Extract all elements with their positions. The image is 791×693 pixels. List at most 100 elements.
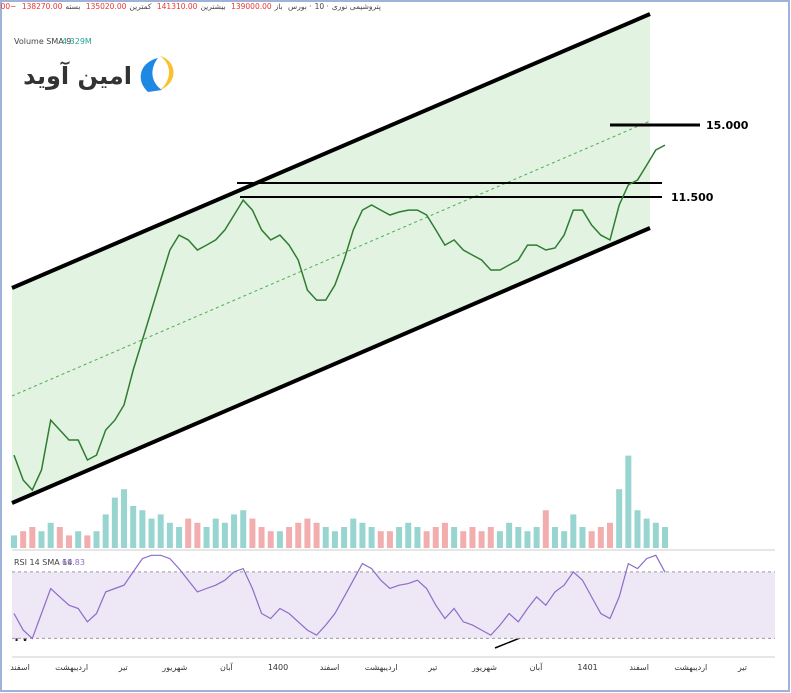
volume-bar: [240, 510, 247, 548]
volume-bar: [11, 535, 17, 548]
close-label: بسته: [65, 2, 81, 11]
logo: امین آوید: [23, 56, 174, 92]
volume-bar: [432, 527, 439, 548]
time-label: آبان: [220, 662, 234, 672]
level-label: 11.500: [671, 191, 714, 204]
low-label: کمترین: [129, 2, 152, 11]
exchange: بورس: [288, 2, 307, 11]
volume-bar: [634, 510, 641, 548]
time-label: اردیبهشت: [55, 663, 88, 672]
time-label: آبان: [530, 662, 544, 672]
rsi-line: [13, 554, 666, 640]
volume-bar: [643, 518, 650, 548]
volume-bar: [20, 531, 27, 548]
volume-bar: [496, 531, 503, 548]
time-label: اردیبهشت: [365, 663, 398, 672]
volume-bar: [29, 527, 36, 548]
volume-bar: [386, 531, 393, 548]
time-label: 1400: [268, 663, 288, 672]
volume-bar: [542, 510, 549, 548]
rsi-value: 69.83: [62, 558, 85, 567]
time-label: تیر: [118, 663, 128, 672]
channel-fill: [12, 14, 650, 503]
open-label: باز: [274, 2, 283, 11]
volume-bar: [579, 527, 586, 548]
time-label: تیر: [737, 663, 747, 672]
header: پتروشیمی نوری· 10· بورس باز139000.00 بیش…: [0, 2, 381, 11]
volume-bar: [359, 522, 366, 548]
logo-text: امین آوید: [23, 61, 132, 90]
volume-bar: [111, 497, 118, 548]
volume-bar: [203, 527, 210, 548]
volume-bar: [570, 514, 577, 548]
volume-bar: [588, 531, 595, 548]
volume-bar: [662, 527, 668, 548]
volume-bar: [451, 527, 458, 548]
high-label: بیشترین: [200, 2, 226, 11]
time-label: 1401: [577, 663, 597, 672]
volume-bar: [652, 522, 659, 548]
volume-bar: [331, 531, 338, 548]
change: −420.00 (−0.30%): [0, 2, 17, 11]
volume-bar: [515, 527, 522, 548]
level-label: 15.000: [706, 119, 749, 132]
volume-bar: [350, 518, 357, 548]
volume-bar: [377, 531, 384, 548]
volume-bar: [551, 527, 558, 548]
volume-bar: [102, 514, 109, 548]
time-label: اردیبهشت: [674, 663, 707, 672]
volume-bar: [38, 531, 45, 548]
volume-bar: [414, 527, 421, 548]
volume-bar: [231, 514, 238, 548]
time-label: تیر: [427, 663, 437, 672]
volume-bar: [313, 522, 320, 548]
symbol: پتروشیمی نوری: [331, 2, 381, 11]
volume-bar: [258, 527, 265, 548]
volume-bar: [460, 531, 467, 548]
volume-bar: [176, 527, 183, 548]
rsi-band: [12, 571, 775, 639]
time-label: شهریور: [471, 663, 497, 672]
volume-bar: [267, 531, 274, 548]
volume-bar: [56, 527, 63, 548]
time-label: شهریور: [161, 663, 187, 672]
logo-icon: [140, 58, 162, 92]
volume-bar: [441, 522, 448, 548]
volume-bar: [561, 531, 568, 548]
volume-bar: [212, 518, 219, 548]
volume-bar: [616, 489, 623, 548]
volume-bar: [469, 527, 476, 548]
channel-mid: [11, 120, 651, 397]
volume-bar: [121, 489, 128, 548]
volume-bar: [304, 518, 311, 548]
volume-bar: [47, 522, 54, 548]
volume-bar: [478, 531, 485, 548]
volume-bar: [487, 527, 494, 548]
volume-bar: [157, 514, 164, 548]
volume-bar: [194, 522, 201, 548]
rsi-label: RSI 14 SMA 14: [14, 558, 72, 567]
volume-bar: [423, 531, 430, 548]
volume-bar: [405, 522, 412, 548]
volume-bar: [139, 510, 146, 548]
low: 135020.00: [85, 2, 127, 11]
volume-label: Volume SMA 9: [14, 37, 71, 46]
volume-bar: [75, 531, 82, 548]
volume-bar: [249, 518, 256, 548]
volume-bar: [533, 527, 540, 548]
volume-bar: [221, 522, 228, 548]
time-label: اسفند: [320, 663, 340, 672]
logo-icon: [160, 56, 174, 90]
volume-bar: [295, 522, 302, 548]
volume-bar: [625, 455, 632, 548]
time-label: اسفند: [10, 663, 30, 672]
volume-bar: [93, 531, 100, 548]
volume-bar: [322, 527, 329, 548]
volume-bar: [130, 506, 137, 548]
channel-upper: [11, 12, 651, 290]
close: 138270.00: [21, 2, 63, 11]
volume-bar: [506, 522, 513, 548]
